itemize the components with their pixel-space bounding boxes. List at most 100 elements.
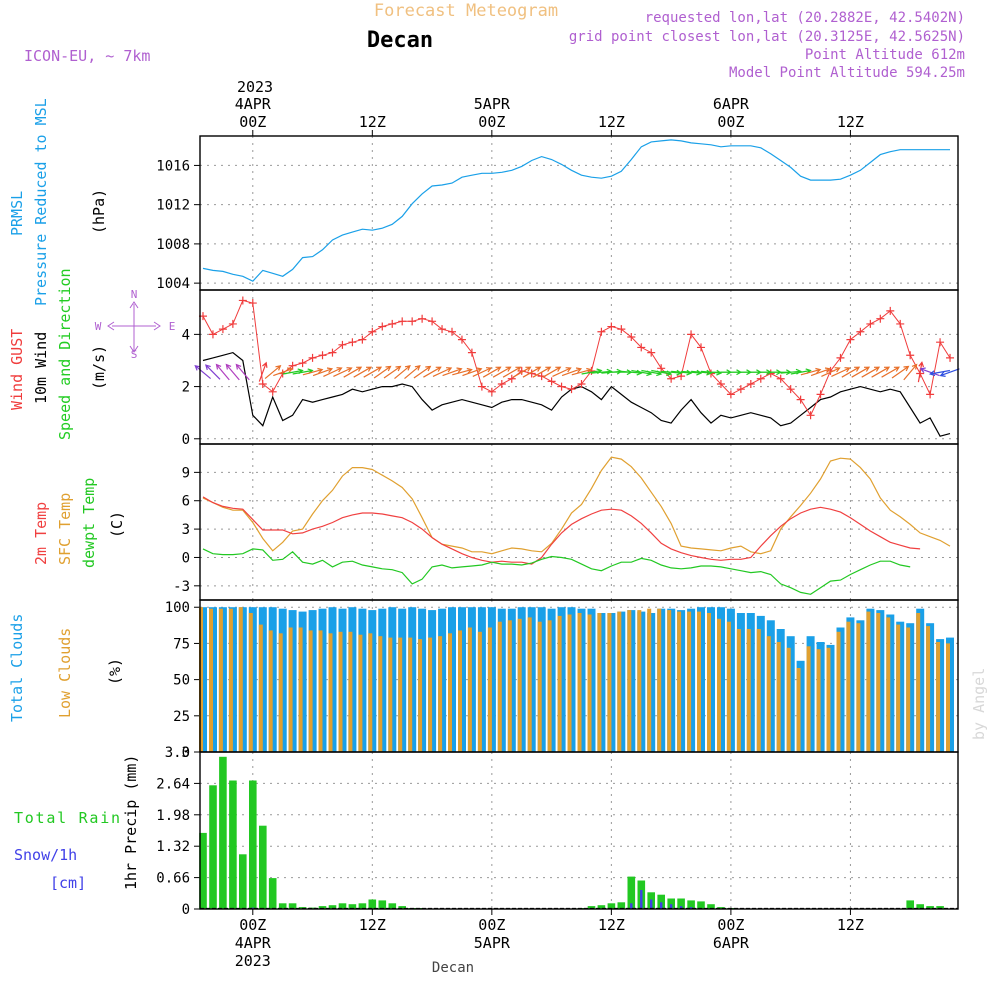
low-cloud-bar <box>537 621 542 752</box>
low-cloud-bar <box>866 611 871 752</box>
gust-marker <box>736 385 745 394</box>
precip-unit-label: 1hr Precip (mm) <box>122 755 140 890</box>
rain-bar <box>259 825 267 909</box>
low-cloud-bar <box>268 630 273 752</box>
gust-marker <box>547 377 556 386</box>
low-cloud-bar <box>836 631 841 752</box>
low-cloud-bar <box>517 618 522 752</box>
temp-2m-line <box>202 496 921 565</box>
low-cloud-bar <box>667 610 672 752</box>
rain-bar <box>328 905 337 909</box>
low-cloud-bar <box>418 639 423 752</box>
gust-marker <box>577 379 586 388</box>
low-cloud-bar <box>726 621 731 752</box>
gust-marker <box>338 340 347 349</box>
low-cloud-bar <box>467 627 472 752</box>
low-cloud-bar <box>886 617 891 752</box>
top-time-label: 4APR <box>235 95 272 113</box>
low-cloud-bar <box>856 623 861 752</box>
top-time-label: 12Z <box>359 113 386 131</box>
wind-direction-arrow <box>552 367 572 377</box>
wind-gust-line <box>202 299 951 417</box>
y-tick-label: 0 <box>182 902 190 918</box>
rain-bar <box>229 780 237 909</box>
wind-direction-arrow <box>821 367 841 377</box>
low-cloud-bar <box>398 637 403 752</box>
wind-direction-arrow <box>404 364 421 380</box>
rain-bar <box>199 832 207 909</box>
wind-direction-arrow <box>542 366 562 378</box>
rain-bar <box>338 903 347 909</box>
gust-marker <box>627 332 636 341</box>
low-cloud-bar <box>687 611 692 752</box>
wind-direction-arrow <box>851 366 871 378</box>
prmsl-label: PRMSL <box>8 191 26 236</box>
wind-direction-arrow <box>472 367 493 377</box>
dewpt-line <box>202 548 911 595</box>
gust-marker <box>378 322 387 331</box>
low-cloud-bar <box>587 614 592 752</box>
y-tick-label: 75 <box>173 636 190 652</box>
low-cloud-bar <box>816 649 821 752</box>
wind-direction-arrow <box>810 367 832 377</box>
snow-bar <box>669 904 673 909</box>
gust-marker <box>667 374 676 383</box>
wind-direction-arrow <box>831 367 851 377</box>
wind-direction-arrow <box>841 366 861 378</box>
gust-marker <box>796 395 805 404</box>
rain-bar <box>697 901 705 909</box>
wind-direction-arrow <box>353 366 373 378</box>
wind-direction-arrow <box>413 365 432 379</box>
wind-direction-arrow <box>482 366 502 378</box>
y-tick-label: 1004 <box>156 276 190 292</box>
low-cloud-bar <box>338 631 343 752</box>
y-tick-label: 6 <box>182 494 190 510</box>
low-cloud-bar <box>756 629 761 752</box>
y-tick-label: 1.32 <box>156 839 190 855</box>
top-time-label: 12Z <box>598 113 625 131</box>
snow-label: Snow/1h <box>14 846 77 864</box>
gust-marker <box>587 366 596 375</box>
point-altitude: Point Altitude 612m <box>805 47 965 63</box>
low-cloud-bar <box>657 608 662 752</box>
top-time-label: 12Z <box>837 113 864 131</box>
y-tick-label: 4 <box>182 327 190 343</box>
low-cloud-bar <box>248 613 253 752</box>
y-tick-label: 2 <box>182 380 190 396</box>
panel-precip: 0 0.66 1.32 1.98 2.64 3.3 <box>156 745 958 918</box>
gust-marker <box>328 348 337 357</box>
low-cloud-bar <box>209 608 213 752</box>
temp-sfc-label: SFC Temp <box>56 493 74 565</box>
wind-direction-arrow <box>903 363 918 381</box>
low-cloud-bar <box>547 620 552 752</box>
low-cloud-bar <box>697 611 701 752</box>
gust-marker <box>428 317 437 326</box>
wind-direction-arrow <box>194 364 211 380</box>
top-time-label: 00Z <box>717 113 744 131</box>
wind-10m-label: 10m Wind <box>32 332 50 404</box>
y-tick-label: 0 <box>182 550 190 566</box>
rain-bar <box>209 785 217 909</box>
rain-bar <box>358 903 367 909</box>
gust-marker <box>886 306 895 315</box>
wind-direction-arrow <box>273 367 294 377</box>
rain-bar <box>657 894 665 909</box>
rain-bar <box>926 906 934 909</box>
rain-bar <box>677 898 685 909</box>
gust-marker <box>457 335 466 344</box>
y-tick-label: 1008 <box>156 237 190 253</box>
bottom-time-label: 4APR <box>235 934 272 952</box>
clouds-unit-label: (%) <box>106 658 124 685</box>
rain-bar <box>368 899 377 909</box>
panel-clouds: 0 25 50 75 100 <box>165 600 958 761</box>
low-cloud-bar <box>717 618 721 752</box>
y-tick-label: 1.98 <box>156 808 190 824</box>
y-tick-label: 3.3 <box>165 745 190 761</box>
snow-bar <box>689 907 693 909</box>
low-cloud-bar <box>527 617 532 752</box>
wind-direction-arrow <box>323 367 343 377</box>
low-cloud-bar <box>507 620 512 752</box>
wind-direction-arrow <box>225 363 240 381</box>
